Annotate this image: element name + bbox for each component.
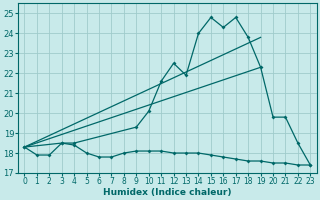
X-axis label: Humidex (Indice chaleur): Humidex (Indice chaleur) <box>103 188 232 197</box>
